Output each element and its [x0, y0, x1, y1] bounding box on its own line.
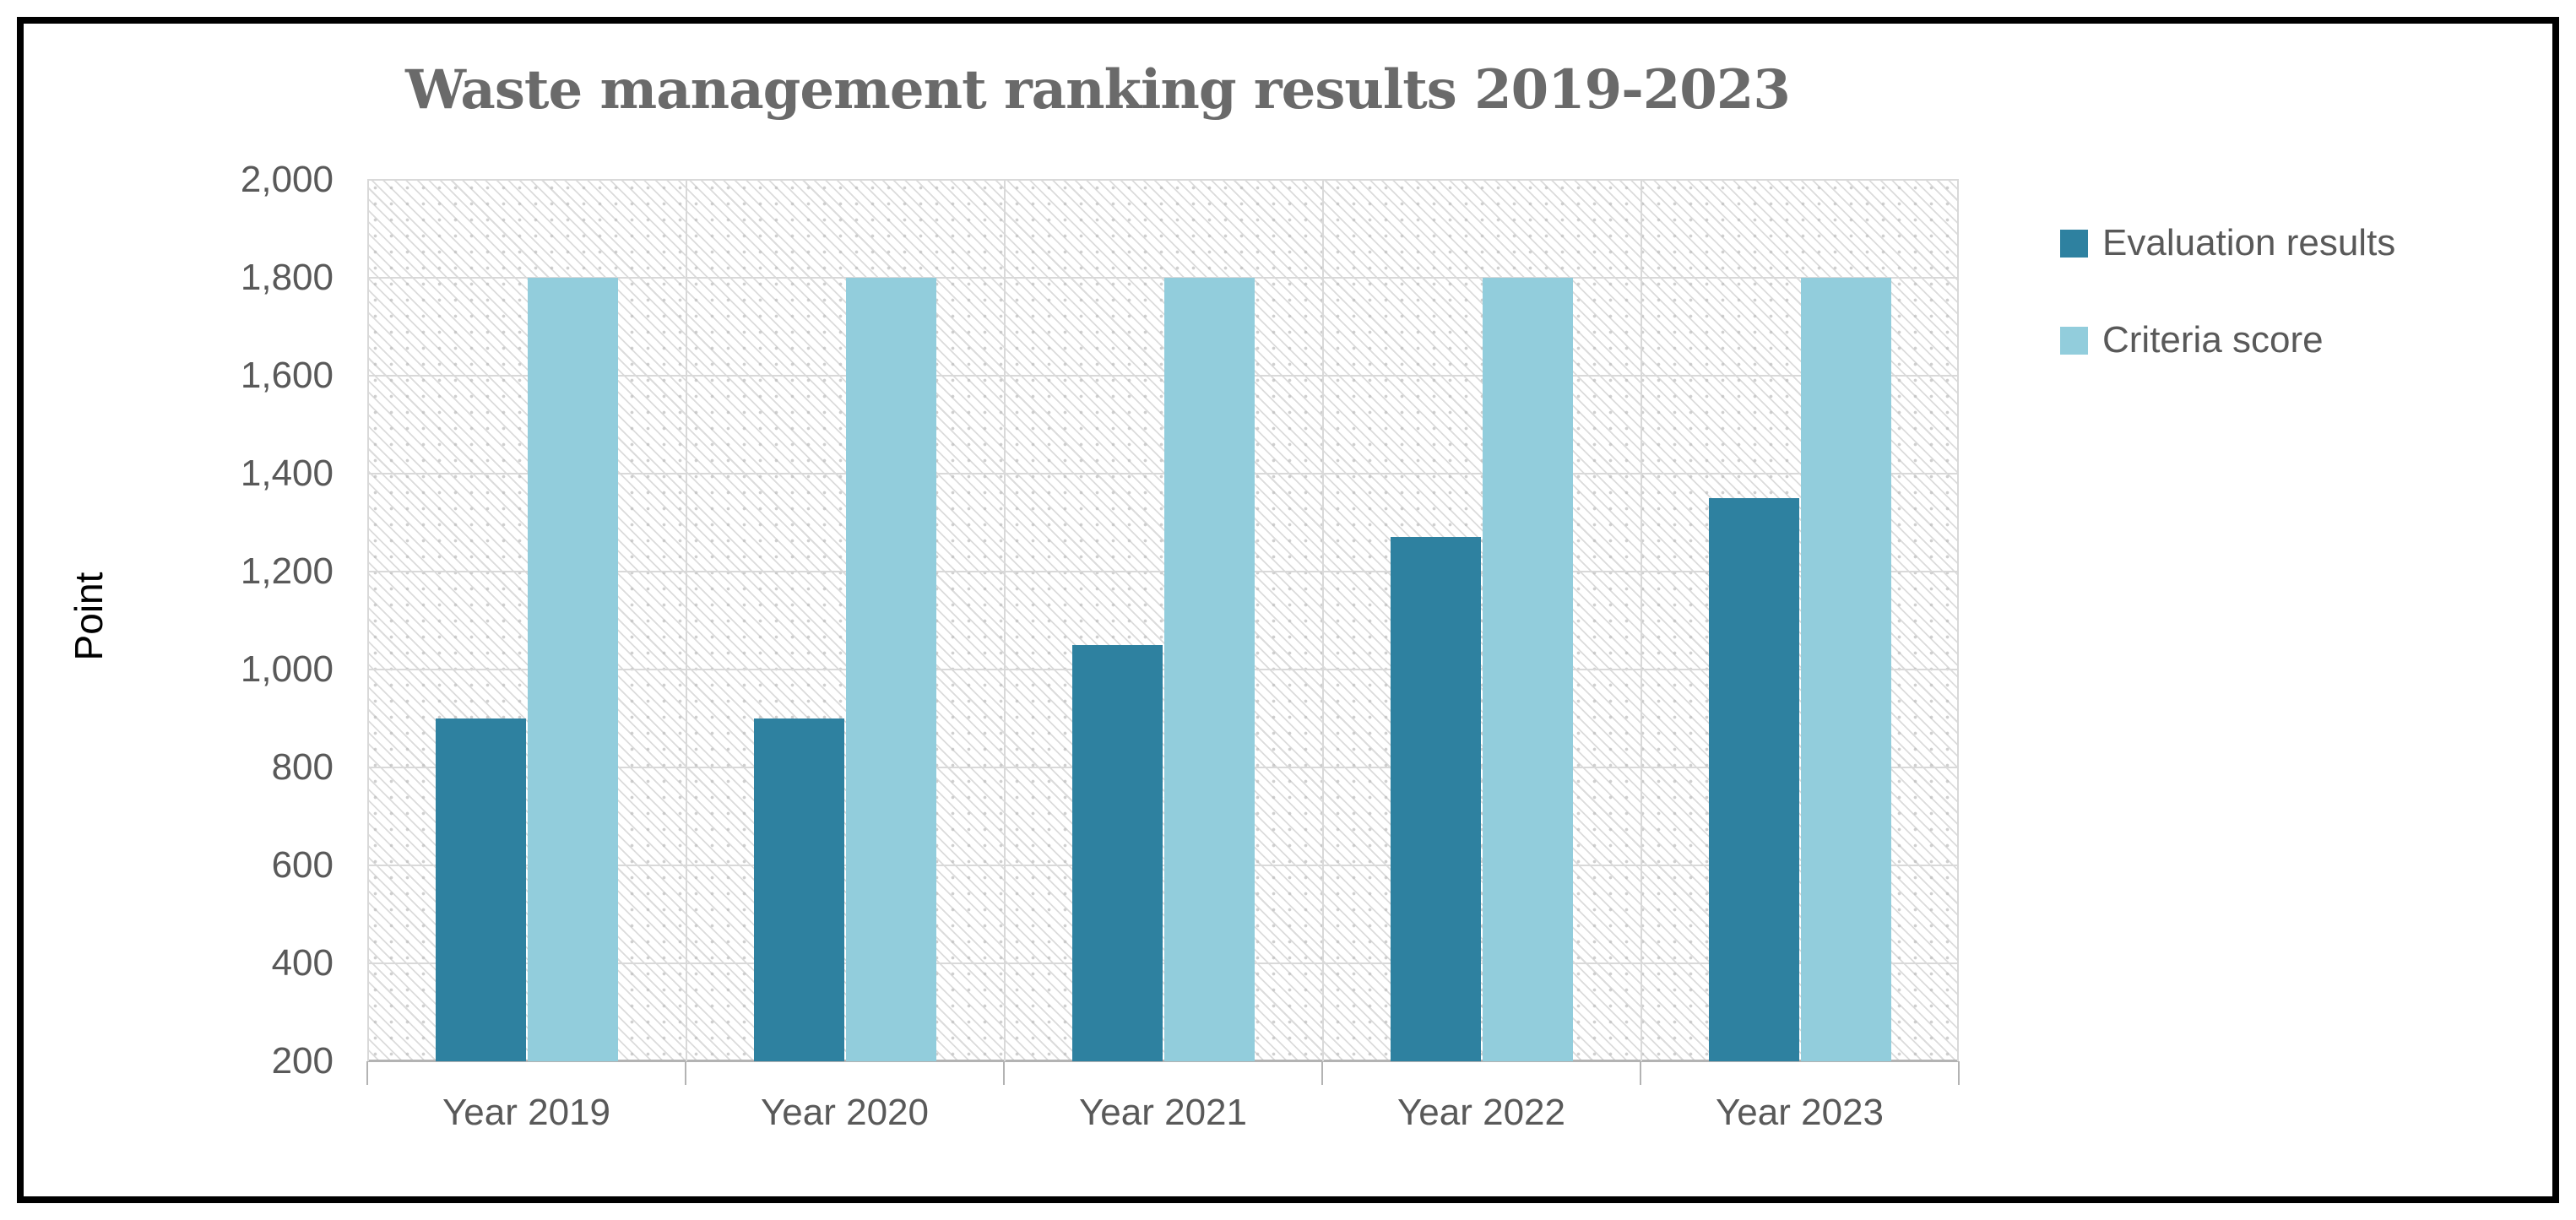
gridline-vertical	[367, 180, 369, 1061]
y-tick-label: 1,400	[240, 453, 334, 494]
legend-swatch	[2060, 229, 2088, 258]
y-tick-label: 800	[271, 746, 334, 788]
gridline-vertical	[1004, 180, 1006, 1061]
gridline-horizontal	[367, 571, 1959, 572]
y-tick-label: 1,000	[240, 648, 334, 690]
gridline-horizontal	[367, 767, 1959, 768]
gridline-vertical	[1641, 180, 1642, 1061]
x-tick-label: Year 2019	[442, 1092, 610, 1133]
bar-criteria-score	[846, 278, 936, 1061]
x-tick-label: Year 2023	[1715, 1092, 1884, 1133]
legend: Evaluation results Criteria score	[2060, 221, 2395, 415]
legend-label: Evaluation results	[2102, 222, 2396, 263]
x-tick-mark	[1321, 1061, 1323, 1085]
bar-evaluation-results	[1072, 645, 1163, 1061]
x-tick-label: Year 2020	[760, 1092, 929, 1133]
x-tick-mark	[1003, 1061, 1005, 1085]
x-tick-mark	[1958, 1061, 1960, 1085]
gridline-horizontal	[367, 865, 1959, 866]
x-tick-mark	[685, 1061, 686, 1085]
x-axis-line	[367, 1060, 1959, 1062]
x-tick-mark	[366, 1061, 368, 1085]
gridline-vertical	[1322, 180, 1324, 1061]
y-tick-label: 1,600	[240, 355, 334, 396]
chart-title: Waste management ranking results 2019-20…	[405, 58, 1791, 122]
bar-criteria-score	[1801, 278, 1891, 1061]
gridline-horizontal	[367, 669, 1959, 670]
bar-criteria-score	[1483, 278, 1573, 1061]
legend-swatch	[2060, 326, 2088, 355]
legend-label: Criteria score	[2102, 319, 2324, 361]
gridline-vertical	[1957, 180, 1959, 1061]
bar-criteria-score	[528, 278, 618, 1061]
x-tick-label: Year 2022	[1396, 1092, 1565, 1133]
bar-evaluation-results	[754, 718, 844, 1061]
legend-item: Criteria score	[2060, 318, 2395, 362]
bar-evaluation-results	[1391, 537, 1481, 1061]
y-tick-label: 1,800	[240, 257, 334, 298]
gridline-horizontal	[367, 375, 1959, 377]
gridline-horizontal	[367, 277, 1959, 279]
gridline-horizontal	[367, 473, 1959, 474]
y-tick-label: 200	[271, 1040, 334, 1082]
y-tick-label: 400	[271, 942, 334, 984]
bar-criteria-score	[1164, 278, 1255, 1061]
y-tick-label: 1,200	[240, 550, 334, 592]
x-tick-label: Year 2021	[1078, 1092, 1247, 1133]
y-axis-title: Point	[67, 572, 111, 661]
gridline-vertical	[686, 180, 687, 1061]
gridline-horizontal	[367, 962, 1959, 964]
legend-item: Evaluation results	[2060, 221, 2395, 265]
bar-evaluation-results	[436, 718, 526, 1061]
gridline-horizontal	[367, 179, 1959, 181]
bar-evaluation-results	[1709, 498, 1799, 1061]
y-tick-label: 600	[271, 844, 334, 886]
plot-area	[367, 179, 1959, 1062]
y-tick-label: 2,000	[240, 159, 334, 200]
x-tick-mark	[1640, 1061, 1641, 1085]
